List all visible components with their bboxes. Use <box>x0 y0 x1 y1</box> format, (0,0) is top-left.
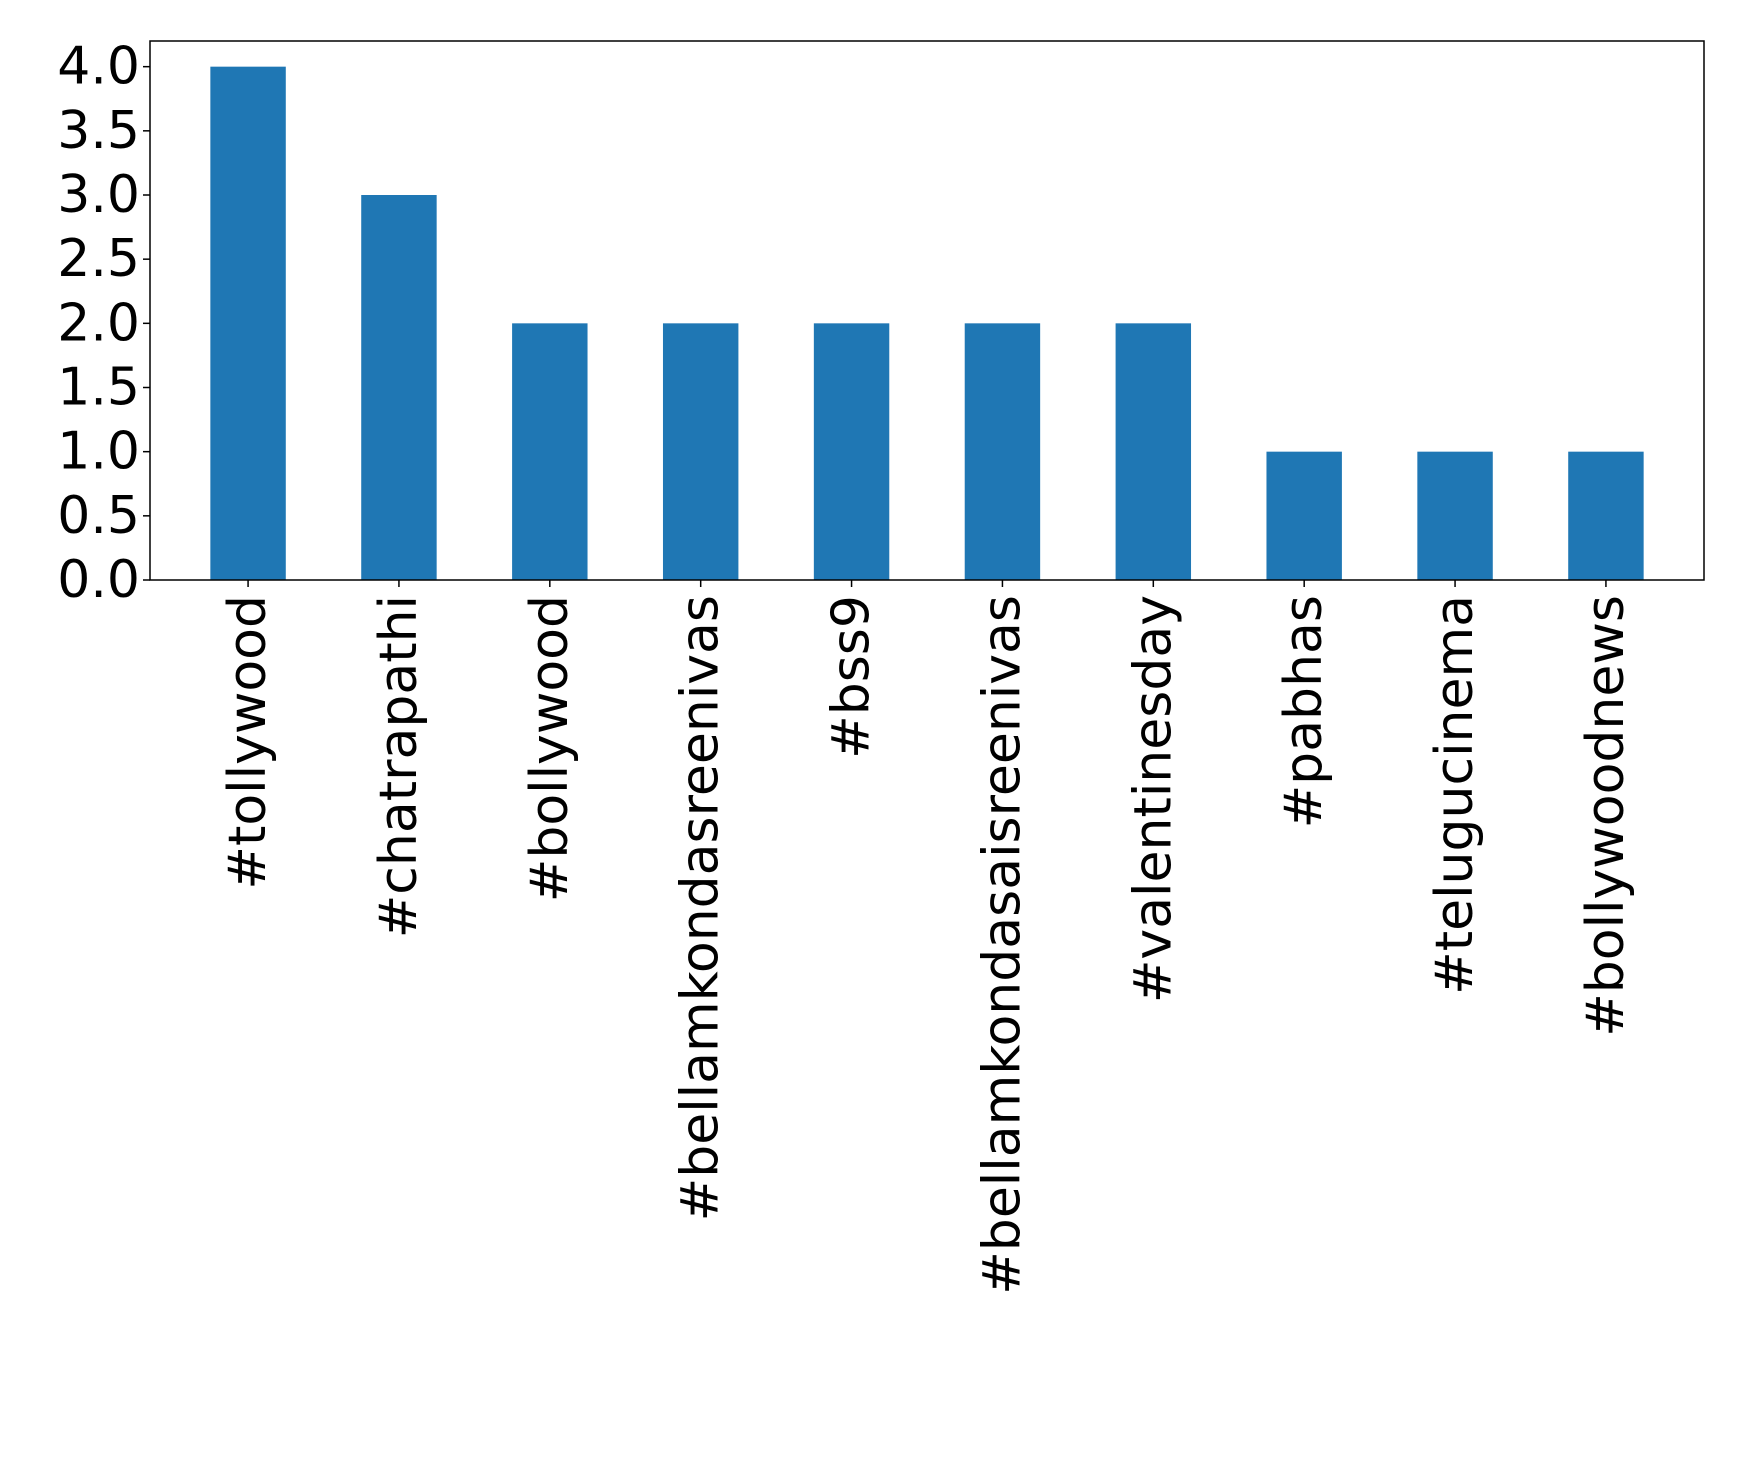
y-tick-label: 0.0 <box>57 550 140 610</box>
y-axis: 0.00.51.01.52.02.53.03.54.0 <box>57 37 150 610</box>
y-tick-label: 2.0 <box>57 293 140 353</box>
bar <box>1266 451 1342 580</box>
y-tick-label: 0.5 <box>57 486 140 546</box>
y-tick-label: 4.0 <box>57 37 140 97</box>
x-tick-label: #bellamkondasreenivas <box>671 595 731 1221</box>
plot-area-frame <box>149 40 1705 581</box>
bar <box>210 66 286 580</box>
bar <box>1417 451 1493 580</box>
x-tick-label: #bollywood <box>520 595 580 902</box>
x-tick-label: #telugucinema <box>1425 595 1485 995</box>
bar-group <box>210 66 1644 580</box>
y-tick-label: 1.5 <box>57 358 140 418</box>
bar <box>361 195 437 580</box>
bar <box>512 323 588 580</box>
bar <box>1115 323 1192 580</box>
y-tick-label: 3.5 <box>57 101 140 161</box>
y-tick-label: 1.0 <box>57 422 140 482</box>
bar <box>662 323 739 580</box>
y-tick-label: 2.5 <box>57 229 140 289</box>
bar <box>1568 451 1644 580</box>
x-tick-label: #bss9 <box>822 595 882 759</box>
x-tick-label: #pabhas <box>1274 595 1334 828</box>
x-tick-label: #bollywoodnews <box>1576 595 1636 1037</box>
x-tick-label: #chatrapathi <box>369 595 429 938</box>
x-tick-label: #tollywood <box>218 595 278 890</box>
x-axis: #tollywood #chatrapathi #bollywood #bellamk… <box>218 580 1636 1295</box>
x-tick-label: #bellamkondasaisreenivas <box>972 595 1032 1295</box>
bar <box>813 323 890 580</box>
x-tick-label: #valentinesday <box>1123 595 1183 1003</box>
bar <box>964 323 1041 580</box>
y-tick-label: 3.0 <box>57 165 140 225</box>
